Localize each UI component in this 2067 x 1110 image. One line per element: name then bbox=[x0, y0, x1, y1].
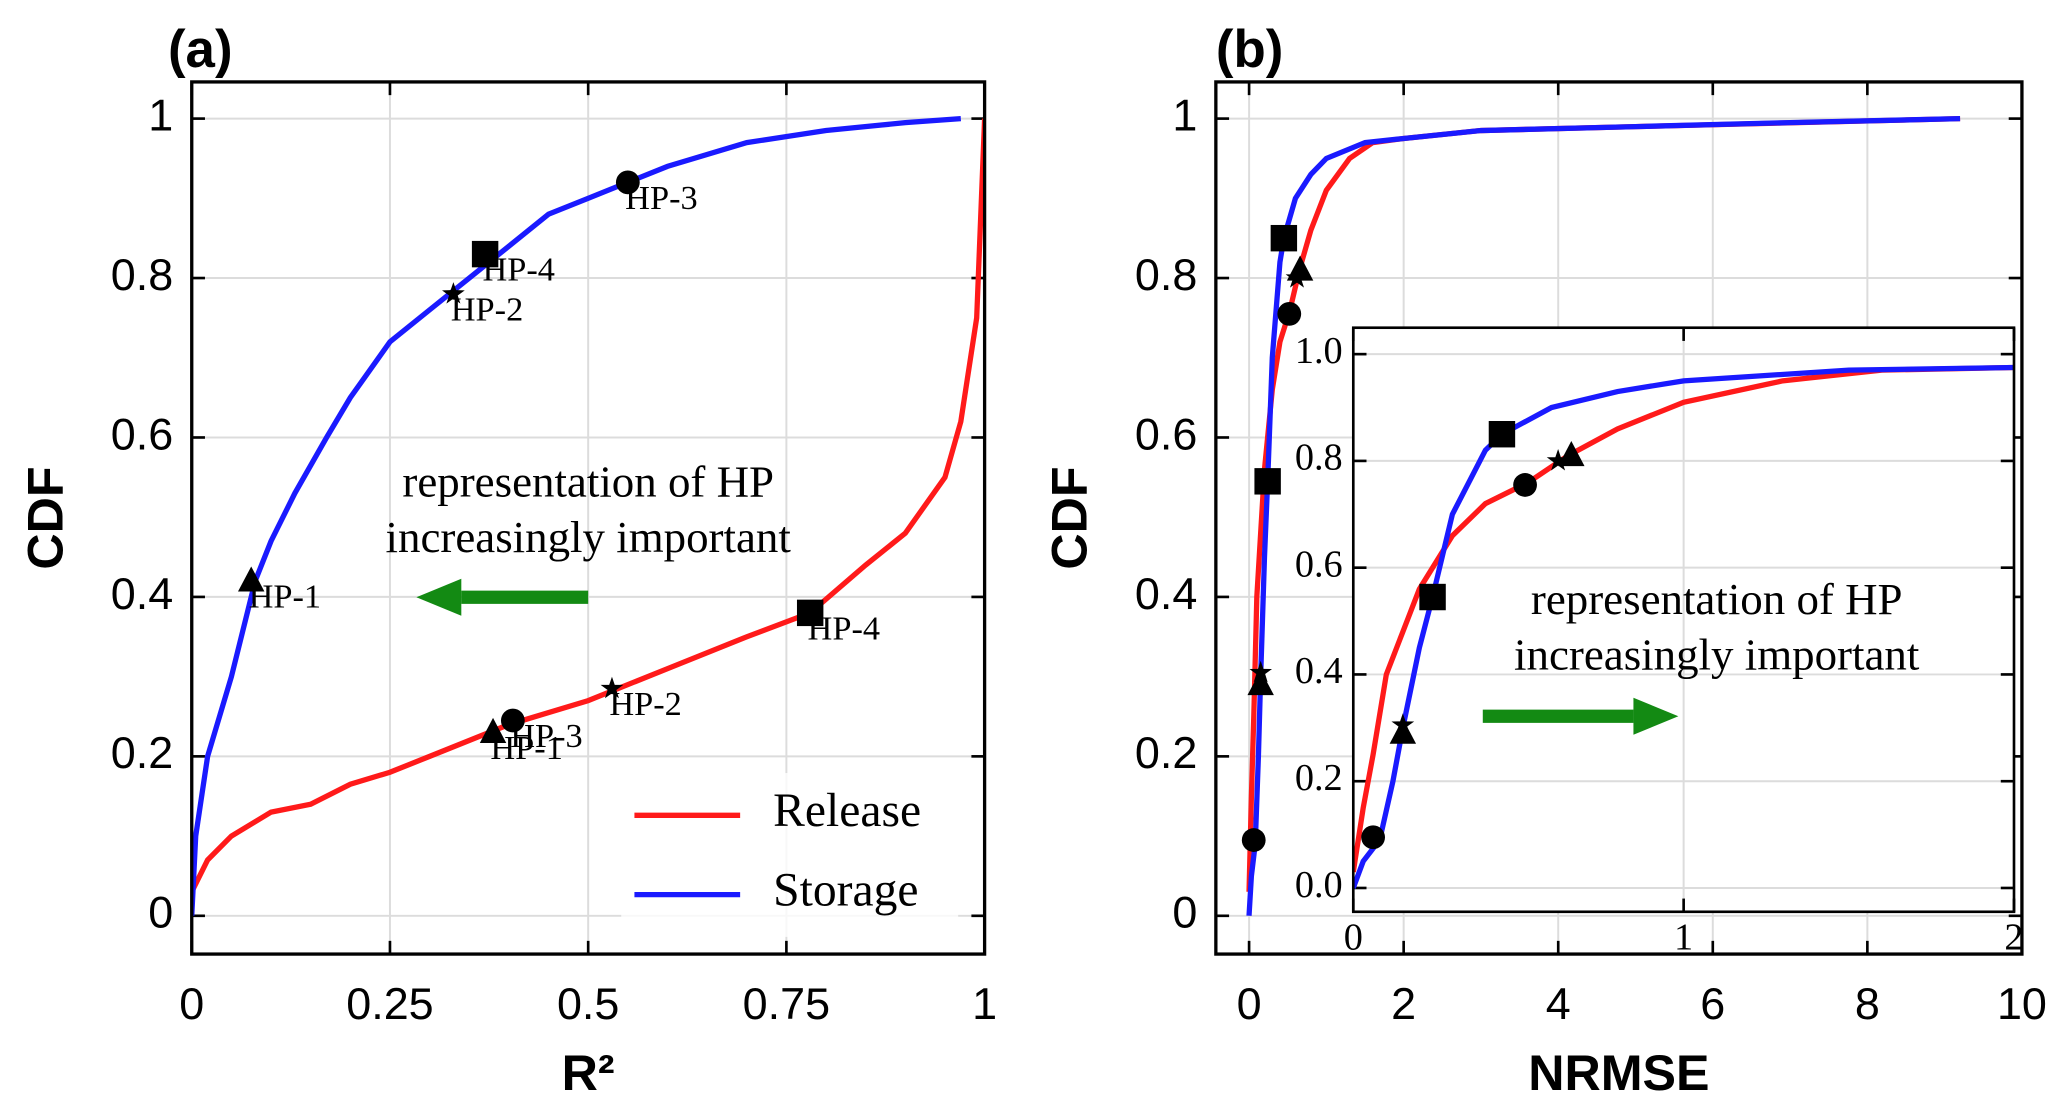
x-axis-label: NRMSE bbox=[1528, 1045, 1709, 1101]
marker bbox=[1270, 224, 1298, 252]
x-tick-label: 2 bbox=[2004, 917, 2023, 959]
plot-frame bbox=[1214, 80, 2024, 956]
annotation: increasingly important bbox=[1514, 630, 1920, 680]
marker-label: HP-3 bbox=[510, 717, 583, 755]
panel-label: (b) bbox=[1216, 20, 1283, 79]
y-tick-label: 0.8 bbox=[1295, 437, 1343, 479]
marker-label: HP-3 bbox=[625, 179, 698, 217]
annotation: representation of HP bbox=[402, 457, 774, 507]
x-tick-label: 1 bbox=[972, 978, 997, 1029]
x-tick-label: 10 bbox=[1997, 978, 2047, 1029]
x-tick-label: 0 bbox=[179, 978, 204, 1029]
marker bbox=[600, 676, 624, 699]
marker bbox=[1488, 421, 1516, 448]
marker bbox=[500, 708, 525, 733]
marker-label: HP-2 bbox=[451, 290, 524, 328]
x-tick-label: 0 bbox=[1344, 917, 1363, 959]
y-axis-label: CDF bbox=[17, 466, 73, 569]
series-line bbox=[191, 118, 985, 894]
marker bbox=[238, 566, 265, 592]
x-tick-label: 6 bbox=[1700, 978, 1725, 1029]
x-tick-label: 2 bbox=[1391, 978, 1416, 1029]
y-axis-label: CDF bbox=[1041, 466, 1097, 569]
y-tick-label: 0.6 bbox=[1135, 408, 1197, 459]
y-tick-label: 0.0 bbox=[1295, 864, 1343, 906]
marker-label: HP-2 bbox=[609, 685, 682, 723]
y-tick-label: 0.6 bbox=[1295, 543, 1343, 585]
marker bbox=[1361, 825, 1385, 850]
marker bbox=[1513, 473, 1537, 497]
inset-frame bbox=[1351, 326, 2016, 914]
marker bbox=[1546, 449, 1570, 471]
marker bbox=[1558, 441, 1585, 467]
y-tick-label: 0.4 bbox=[1135, 568, 1197, 619]
marker bbox=[1249, 660, 1273, 683]
marker bbox=[1241, 828, 1266, 852]
marker-label: HP-4 bbox=[808, 609, 881, 647]
x-tick-label: 0 bbox=[1237, 978, 1262, 1029]
annotation-arrow-head bbox=[1633, 697, 1679, 735]
x-tick-label: 0.75 bbox=[743, 978, 830, 1029]
panel-label: (a) bbox=[168, 20, 233, 79]
y-tick-label: 0.6 bbox=[111, 408, 173, 459]
marker bbox=[1391, 713, 1415, 735]
annotation-arrow-head bbox=[416, 578, 462, 616]
marker bbox=[1247, 670, 1274, 696]
x-tick-label: 0.5 bbox=[557, 978, 619, 1029]
marker bbox=[1254, 468, 1281, 495]
marker bbox=[1389, 718, 1417, 744]
legend-label: Storage bbox=[773, 865, 918, 917]
y-tick-label: 0.2 bbox=[1135, 727, 1197, 778]
marker-label: HP-1 bbox=[490, 729, 563, 767]
y-tick-label: 0.2 bbox=[111, 727, 173, 778]
x-tick-label: 8 bbox=[1855, 978, 1880, 1029]
marker bbox=[1277, 302, 1302, 326]
y-tick-label: 0.8 bbox=[111, 249, 173, 300]
y-tick-label: 0.2 bbox=[1295, 757, 1343, 799]
y-tick-label: 0.4 bbox=[1295, 650, 1343, 692]
marker bbox=[1419, 583, 1446, 611]
y-tick-label: 0.4 bbox=[111, 568, 173, 619]
x-axis-label: R² bbox=[562, 1045, 615, 1101]
x-tick-label: 0.25 bbox=[346, 978, 433, 1029]
legend-box bbox=[621, 773, 959, 937]
series-line bbox=[191, 116, 962, 916]
y-tick-label: 1.0 bbox=[1295, 330, 1343, 372]
x-tick-label: 1 bbox=[1674, 917, 1693, 959]
marker bbox=[479, 717, 507, 744]
marker bbox=[471, 240, 499, 268]
marker bbox=[615, 170, 640, 195]
plot-frame bbox=[190, 80, 987, 956]
y-tick-label: 0.8 bbox=[1135, 249, 1197, 300]
y-tick-label: 1 bbox=[1172, 89, 1197, 140]
marker-label: HP-4 bbox=[482, 251, 555, 289]
marker bbox=[1286, 255, 1314, 281]
marker bbox=[796, 599, 824, 627]
legend-label: Release bbox=[773, 785, 921, 837]
y-tick-label: 0 bbox=[1172, 887, 1197, 938]
marker-label: HP-1 bbox=[249, 577, 322, 615]
annotation: increasingly important bbox=[386, 512, 792, 562]
x-tick-label: 4 bbox=[1546, 978, 1571, 1029]
y-tick-label: 0 bbox=[148, 887, 173, 938]
marker bbox=[442, 282, 465, 304]
annotation: representation of HP bbox=[1531, 574, 1903, 624]
y-tick-label: 1 bbox=[148, 89, 173, 140]
series-line bbox=[1353, 364, 2014, 873]
